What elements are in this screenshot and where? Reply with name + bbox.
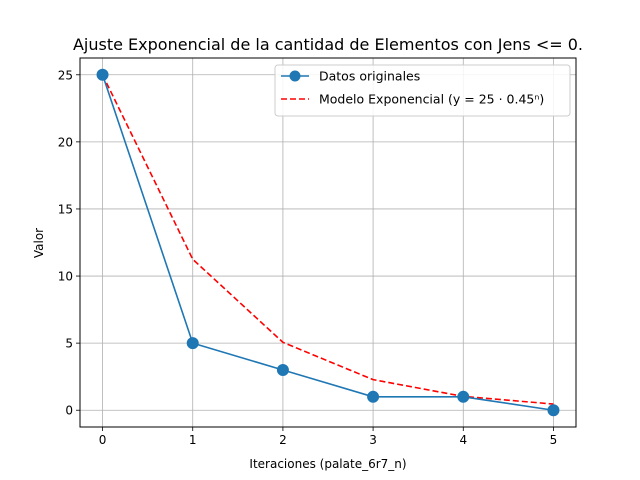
- data-point: [186, 337, 199, 350]
- x-tick-label: 2: [279, 433, 287, 447]
- y-tick-label: 20: [58, 135, 73, 149]
- series-line-modelo-exponencial: [101, 74, 554, 405]
- y-axis-label: Valor: [32, 228, 46, 258]
- legend-box: [274, 64, 571, 117]
- x-tick-label: 4: [459, 433, 467, 447]
- legend-entry-label: Datos originales: [319, 69, 420, 84]
- data-point: [457, 390, 470, 403]
- y-tick-label: 10: [58, 270, 73, 284]
- y-tick-label: 5: [65, 337, 73, 351]
- series-line-datos-originales: [101, 74, 554, 412]
- legend-entry-label: Modelo Exponencial (y = 25 · 0.45ⁿ): [319, 92, 544, 107]
- data-point: [276, 363, 289, 376]
- chart-title: Ajuste Exponencial de la cantidad de Ele…: [73, 35, 583, 54]
- y-tick-label: 25: [58, 68, 73, 82]
- x-tick-label: 1: [189, 433, 197, 447]
- data-point: [547, 404, 560, 417]
- series-layer: [96, 68, 560, 417]
- x-tick-label: 3: [369, 433, 377, 447]
- data-point: [96, 68, 109, 81]
- legend-swatch-marker: [289, 70, 301, 82]
- x-tick-label: 0: [99, 433, 107, 447]
- legend: Datos originales Modelo Exponencial (y = …: [274, 64, 571, 117]
- y-tick-label: 0: [65, 404, 73, 418]
- grid: [80, 58, 576, 427]
- data-point: [367, 390, 380, 403]
- x-tick-label: 5: [550, 433, 558, 447]
- y-tick-label: 15: [58, 202, 73, 216]
- plot-frame: [79, 57, 577, 428]
- axis-ticks: 0 1 2 3 4 5 0 5 10 15 20 25: [58, 68, 558, 447]
- x-axis-label: Iteraciones (palate_6r7_n): [249, 457, 406, 471]
